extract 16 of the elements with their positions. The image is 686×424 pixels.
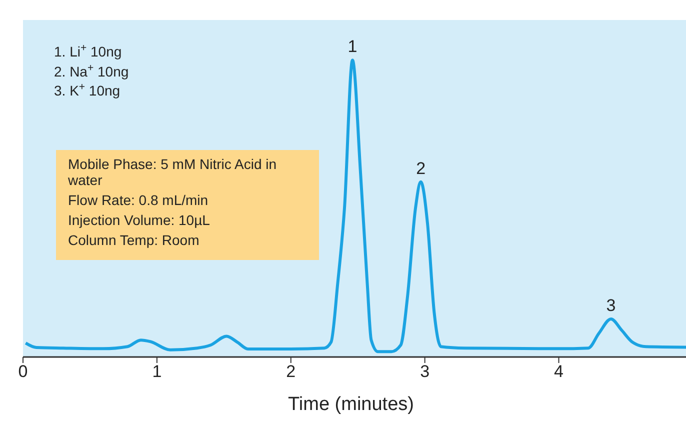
- x-tick-label: 4: [554, 362, 564, 382]
- x-tick-label: 2: [286, 362, 296, 382]
- x-tick-label: 0: [18, 362, 28, 382]
- x-axis-title: Time (minutes): [288, 394, 414, 416]
- annotation: 1: [348, 37, 358, 56]
- annotation: 2: [416, 158, 426, 178]
- annotation: 3. K$^{+}$ 10ng: [54, 80, 122, 99]
- annotation: Mobile Phase: 5 mM Nitric Acid in water: [68, 156, 278, 188]
- annotation: 3: [606, 296, 616, 315]
- text: 1. Li$^{+}$ 10ng: [54, 41, 123, 60]
- annotation: Injection Volume: 10µL: [68, 212, 211, 228]
- x-tick-label: 3: [420, 362, 430, 382]
- x-tick-label: 1: [152, 362, 162, 382]
- annotation: Flow Rate: 0.8 mL/min: [68, 192, 210, 208]
- annotation: Column Temp: Room: [68, 232, 200, 248]
- annotation: 2. Na$^{+}$ 10ng: [54, 60, 129, 80]
